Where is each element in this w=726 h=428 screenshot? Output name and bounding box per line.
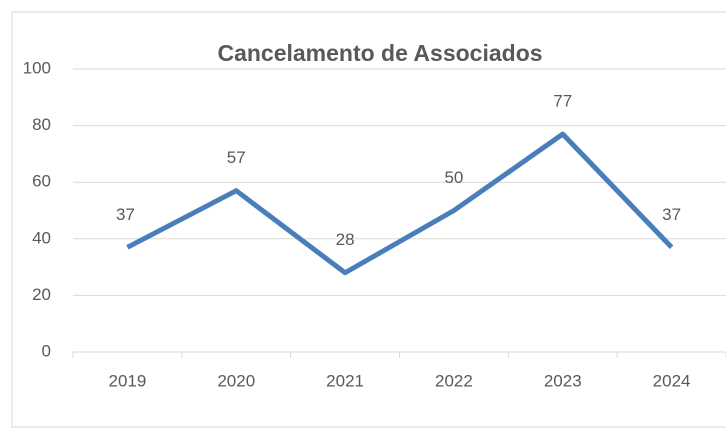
y-tick-label: 80 — [32, 115, 51, 134]
data-label: 50 — [444, 168, 463, 187]
y-tick-label: 60 — [32, 172, 51, 191]
line — [126, 131, 674, 276]
data-label: 37 — [116, 205, 135, 224]
chart-border — [11, 11, 726, 428]
y-tick-label: 40 — [32, 228, 51, 247]
chart-title: Cancelamento de Associados — [217, 40, 542, 66]
data-label: 37 — [662, 205, 681, 224]
y-tick-label: 100 — [23, 58, 51, 77]
data-label: 28 — [336, 230, 355, 249]
x-tick-label: 2024 — [653, 371, 691, 390]
y-tick-label: 0 — [42, 341, 51, 360]
x-tick-label: 2021 — [326, 371, 364, 390]
x-tick-label: 2020 — [217, 371, 255, 390]
data-label: 77 — [553, 92, 572, 111]
y-tick-label: 20 — [32, 285, 51, 304]
data-label: 57 — [227, 148, 246, 167]
x-tick-label: 2023 — [544, 371, 582, 390]
x-tick-label: 2019 — [109, 371, 147, 390]
x-tick-label: 2022 — [435, 371, 473, 390]
